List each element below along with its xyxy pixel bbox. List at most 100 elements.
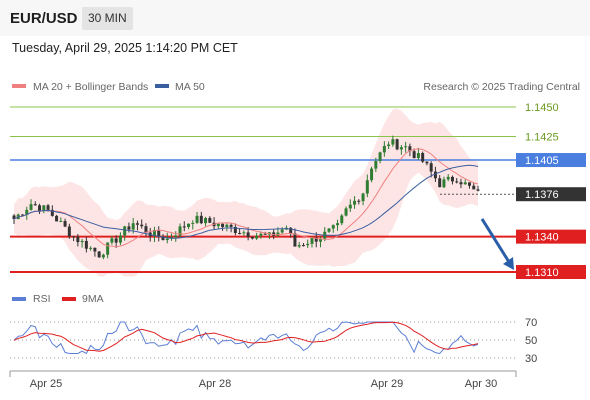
legend-ma20-label: MA 20 + Bollinger Bands [33, 81, 148, 93]
candle-body [306, 243, 310, 246]
level-box-1.1405 [516, 153, 586, 168]
x-tick-apr29: Apr 29 [371, 378, 403, 390]
candle-body [178, 226, 182, 236]
candle-body [21, 214, 25, 216]
candle-body [421, 153, 425, 162]
level-label-1.1425: 1.1425 [525, 131, 559, 143]
chart-header: EUR/USD 30 MIN [0, 0, 590, 36]
candle-body [55, 215, 59, 222]
candle-body [118, 235, 122, 243]
candle-body [463, 182, 467, 185]
candle-body [336, 223, 340, 226]
candle-body [225, 224, 229, 227]
candle-body [250, 236, 254, 239]
candle-body [29, 204, 33, 210]
candle-body [348, 204, 352, 209]
candle-body [297, 245, 301, 247]
candle-body [140, 224, 144, 227]
timestamp: Tuesday, April 29, 2025 1:14:20 PM CET [12, 41, 238, 55]
candle-body [131, 223, 135, 230]
candle-body [165, 238, 169, 241]
legend-ma20-swatch [12, 84, 26, 88]
x-tick-apr25: Apr 25 [30, 378, 62, 390]
rsi-plot-area: 70 50 30 [10, 317, 537, 365]
candle-body [361, 193, 365, 202]
candle-body [144, 226, 148, 233]
candle-body [101, 254, 105, 258]
candle-body [12, 215, 16, 220]
candle-body [80, 240, 84, 243]
candle-body [467, 182, 471, 186]
x-tick-apr28: Apr 28 [199, 378, 231, 390]
candle-body [357, 200, 361, 202]
price-plot-area: 1.1450 1.1425 1.1405 1.1376 1.1340 1.1310 [10, 102, 586, 279]
level-label-1.1310: 1.1310 [525, 267, 559, 279]
level-label-1.1340: 1.1340 [525, 232, 559, 244]
candle-body [416, 153, 420, 159]
candle-body [97, 251, 101, 258]
legend-9ma-swatch [62, 297, 76, 301]
x-tick-apr30: Apr 30 [465, 378, 497, 390]
candle-body [344, 208, 348, 216]
candle-body [110, 238, 114, 243]
candle-body [229, 224, 233, 227]
candle-body [408, 146, 412, 152]
candle-body [127, 226, 131, 230]
level-label-1.1405: 1.1405 [525, 155, 559, 167]
candle-body [195, 215, 199, 223]
candle-body [395, 139, 399, 150]
candle-body [255, 235, 259, 239]
candle-body [76, 236, 80, 243]
candle-body [93, 247, 97, 252]
candle-body [365, 180, 369, 194]
candle-body [191, 222, 195, 224]
candle-body [289, 227, 293, 234]
interval-badge[interactable]: 30 MIN [82, 7, 133, 30]
legend-rsi-label: RSI [33, 293, 51, 305]
candle-body [412, 151, 416, 159]
rsi-y-tick-30: 30 [525, 353, 537, 365]
candle-body [438, 178, 442, 188]
candle-body [272, 232, 276, 236]
candle-body [204, 217, 208, 224]
candle-body [387, 144, 391, 147]
candle-body [425, 161, 429, 164]
candle-body [382, 146, 386, 153]
candle-body [472, 185, 476, 190]
candle-body [263, 233, 267, 235]
candle-body [318, 238, 322, 242]
candle-body [233, 226, 237, 234]
candle-body [114, 238, 118, 243]
candle-body [446, 176, 450, 180]
candle-body [84, 240, 88, 249]
candle-body [221, 223, 225, 227]
candle-body [455, 181, 459, 183]
candle-body [280, 229, 284, 233]
symbol-title: EUR/USD [10, 10, 78, 27]
ma20-line [13, 148, 479, 248]
candle-body [161, 236, 165, 241]
price-legend: MA 20 + Bollinger Bands MA 50 Research ©… [12, 81, 580, 93]
watermark: Research © 2025 Trading Central [423, 81, 580, 93]
candle-body [174, 235, 178, 238]
candle-body [310, 237, 314, 244]
level-label-1.1376: 1.1376 [525, 189, 559, 201]
candle-body [157, 230, 161, 237]
candle-body [42, 205, 46, 212]
candle-body [33, 204, 37, 206]
candle-body [450, 176, 454, 182]
candle-body [433, 171, 437, 179]
rsi-9ma-line [13, 321, 479, 352]
candle-body [327, 228, 331, 232]
candle-body [429, 163, 433, 172]
candle-body [242, 232, 246, 234]
rsi-y-tick-50: 50 [525, 335, 537, 347]
candle-body [89, 247, 93, 249]
ma50-line [13, 164, 479, 239]
candle-body [59, 221, 63, 223]
candle-body [135, 223, 139, 225]
candle-body [293, 233, 297, 247]
level-box-1.1376 [516, 187, 586, 202]
candle-body [378, 152, 382, 162]
